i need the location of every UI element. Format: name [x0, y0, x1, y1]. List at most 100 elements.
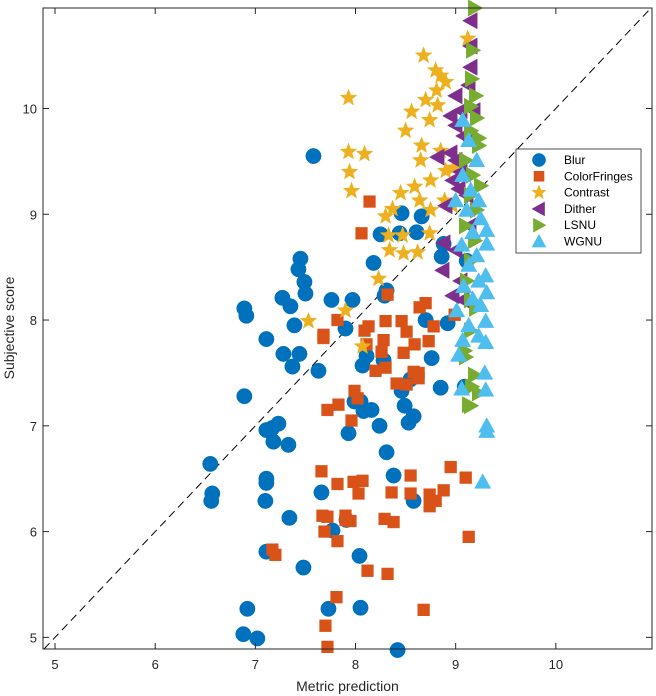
data-point-lsnu — [458, 151, 475, 169]
data-point-colorfringes — [361, 564, 374, 577]
data-point-colorfringes — [330, 591, 343, 604]
data-point-blur — [282, 298, 299, 315]
data-point-blur — [257, 492, 274, 509]
data-point-blur — [236, 388, 253, 405]
data-point-blur — [258, 474, 275, 491]
data-point-contrast — [436, 72, 455, 90]
legend-marker-contrast — [531, 184, 547, 200]
data-point-contrast — [421, 171, 440, 189]
data-point-wgnu — [470, 272, 488, 288]
legend-entry-dither: Dither — [531, 201, 596, 217]
data-point-dither — [429, 148, 445, 166]
data-point-wgnu — [470, 327, 488, 343]
data-point-contrast — [336, 301, 355, 319]
data-point-blur — [389, 642, 406, 659]
data-point-blur — [305, 148, 322, 165]
axis-ticks-layer: 5 6 7 8 9 10 5 6 7 8 9 10 — [23, 8, 652, 672]
data-point-colorfringes — [462, 530, 475, 544]
legend-marker-dither — [531, 201, 545, 217]
legend-label: WGNU — [564, 235, 602, 249]
data-point-wgnu — [447, 191, 465, 208]
x-tick-label: 5 — [51, 657, 58, 672]
data-point-lsnu — [468, 87, 485, 105]
legend-marker-colorfringes — [533, 171, 545, 182]
data-point-lsnu — [458, 217, 475, 235]
y-tick-label: 6 — [30, 525, 37, 540]
data-point-colorfringes — [375, 345, 388, 358]
data-point-contrast — [396, 121, 415, 139]
data-point-blur — [313, 484, 330, 501]
data-point-blur — [239, 600, 256, 617]
legend-entry-wgnu: WGNU — [531, 234, 602, 249]
legend-entry-blur: Blur — [532, 153, 585, 167]
data-point-blur — [371, 417, 388, 434]
data-point-blur — [396, 397, 413, 414]
data-point-colorfringes — [429, 494, 442, 508]
data-point-wgnu — [458, 201, 476, 217]
data-point-colorfringes — [331, 534, 344, 548]
data-point-colorfringes — [427, 320, 440, 333]
data-point-colorfringes — [381, 288, 394, 301]
data-point-wgnu — [460, 316, 478, 333]
data-point-blur — [295, 559, 312, 576]
data-point-contrast — [420, 223, 439, 241]
legend-label: ColorFringes — [564, 169, 633, 183]
data-point-wgnu — [477, 381, 495, 397]
y-tick-label: 9 — [30, 207, 37, 222]
x-tick-label: 6 — [152, 657, 159, 672]
data-point-blur — [323, 291, 340, 308]
y-tick-label: 5 — [30, 630, 37, 645]
data-point-contrast — [355, 144, 374, 162]
data-point-blur — [344, 291, 361, 308]
data-point-dither — [442, 107, 458, 125]
data-point-blur — [281, 509, 298, 526]
data-point-blur — [352, 599, 369, 616]
data-point-blur — [405, 408, 422, 425]
data-point-contrast — [420, 110, 439, 128]
data-point-blur — [270, 415, 287, 432]
legend-marker-wgnu — [531, 234, 547, 248]
data-point-contrast — [411, 150, 430, 168]
data-point-contrast — [353, 337, 372, 355]
data-point-colorfringes — [395, 314, 408, 328]
data-point-colorfringes — [269, 548, 282, 561]
series-colorfringes — [266, 195, 475, 654]
data-point-wgnu — [468, 151, 486, 168]
data-point-colorfringes — [381, 567, 394, 581]
data-point-colorfringes — [318, 525, 331, 538]
data-point-colorfringes — [332, 398, 345, 411]
data-point-blur — [310, 362, 327, 379]
data-point-lsnu — [464, 70, 481, 88]
data-point-blur — [275, 345, 292, 362]
data-point-wgnu — [462, 181, 480, 197]
data-point-wgnu — [468, 246, 486, 263]
x-tick-label: 10 — [549, 657, 563, 672]
data-point-contrast — [414, 46, 433, 64]
data-point-colorfringes — [331, 477, 344, 491]
data-point-blur — [378, 444, 395, 461]
data-point-colorfringes — [412, 372, 425, 385]
data-point-blur — [363, 401, 380, 418]
data-point-wgnu — [464, 290, 482, 306]
legend-entry-lsnu: LSNU — [533, 217, 596, 233]
data-point-colorfringes — [321, 510, 334, 523]
data-point-colorfringes — [444, 460, 457, 474]
data-point-colorfringes — [355, 227, 368, 240]
data-point-colorfringes — [321, 640, 334, 654]
data-point-colorfringes — [422, 335, 435, 348]
data-point-colorfringes — [315, 465, 328, 478]
legend-marker-lsnu — [533, 217, 547, 233]
data-point-lsnu — [467, 366, 484, 384]
data-point-wgnu — [472, 209, 490, 226]
data-point-colorfringes — [379, 361, 392, 374]
data-point-contrast — [339, 142, 358, 160]
data-point-blur — [408, 224, 425, 241]
data-point-wgnu — [470, 191, 488, 208]
y-axis-label: Subjective score — [1, 276, 17, 379]
data-point-colorfringes — [419, 296, 432, 310]
data-point-colorfringes — [437, 484, 450, 497]
data-point-wgnu — [460, 131, 478, 147]
data-point-colorfringes — [385, 486, 398, 499]
data-point-colorfringes — [377, 334, 390, 347]
